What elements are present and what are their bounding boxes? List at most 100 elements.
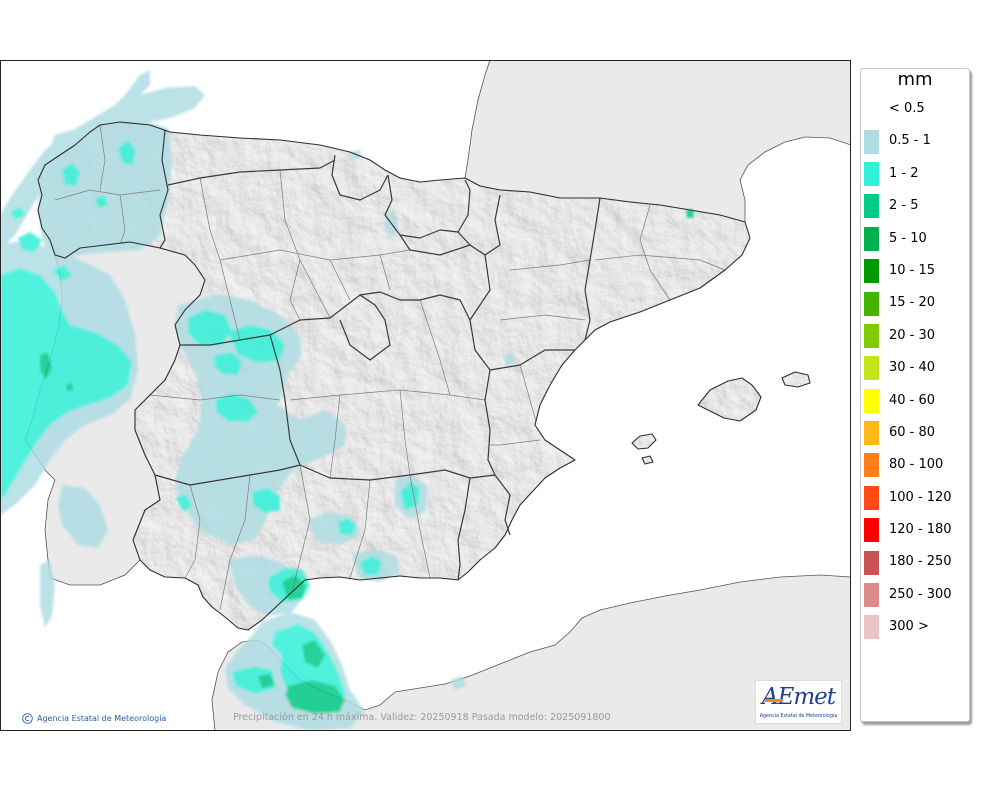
legend-label: 10 - 15: [889, 262, 936, 278]
precip-area: [285, 680, 345, 714]
precipitation-map: [0, 60, 851, 731]
legend-swatch: [864, 194, 879, 219]
legend-swatch: [864, 323, 879, 348]
credit-text: Agencia Estatal de Meteorología: [37, 713, 167, 723]
legend-swatch: [864, 259, 879, 284]
region-borders: [154, 129, 601, 581]
legend-label: 2 - 5: [889, 198, 919, 214]
legend-swatch: [864, 583, 879, 608]
legend-item: 80 - 100: [861, 449, 969, 481]
spain-coastline: [37, 121, 751, 631]
precip-area: [62, 163, 80, 186]
region-border: [584, 197, 601, 341]
legend-label: 20 - 30: [889, 327, 936, 343]
region-border: [331, 154, 389, 201]
legend-swatch: [864, 356, 879, 381]
region-border: [399, 234, 471, 256]
legend-swatch: [864, 421, 879, 446]
precip-area: [176, 494, 192, 512]
legend-label: 100 - 120: [889, 489, 952, 505]
legend-item: 40 - 60: [861, 385, 969, 417]
precip-area: [258, 674, 275, 688]
region-border: [167, 159, 336, 186]
legend-item: 250 - 300: [861, 579, 969, 611]
legend-item: 100 - 120: [861, 482, 969, 514]
region-border: [269, 334, 301, 466]
legend-label: 300 >: [889, 619, 929, 635]
province-border: [289, 299, 486, 479]
legend-swatch: [864, 226, 879, 251]
precip-area: [58, 485, 108, 548]
legend-item: 5 - 10: [861, 223, 969, 255]
legend-label: < 0.5: [889, 101, 925, 116]
balearic-islands: [631, 371, 811, 465]
precip-area: [52, 265, 72, 282]
precip-area: [95, 195, 108, 208]
legend-swatch: [864, 453, 879, 478]
precip-area: [252, 488, 280, 513]
legend-swatch: [864, 388, 879, 413]
legend-item: 0.5 - 1: [861, 125, 969, 157]
legend-swatch: [864, 161, 879, 186]
map-caption: Precipitación en 24 h máxima. Validez: 2…: [233, 712, 611, 723]
legend-swatch: [864, 485, 879, 510]
precip-area: [302, 640, 325, 668]
legend-item: 15 - 20: [861, 287, 969, 319]
precip-area: [66, 383, 73, 391]
precip-area: [350, 150, 362, 160]
aemet-logo: AEmet Agencia Estatal de Meteorología: [755, 680, 842, 724]
precip-area: [40, 352, 52, 380]
legend-label: 40 - 60: [889, 392, 936, 408]
precipitation-layer: [0, 70, 694, 730]
legend-item: 30 - 40: [861, 352, 969, 384]
legend-title: mm: [897, 69, 933, 90]
province-border: [149, 204, 726, 446]
region-border: [384, 174, 471, 239]
legend-swatch: [864, 615, 879, 640]
legend-label: 30 - 40: [889, 360, 936, 376]
region-border: [457, 477, 471, 581]
legend-label: 60 - 80: [889, 424, 936, 440]
legend-swatch: [864, 518, 879, 543]
province-border: [54, 124, 161, 246]
region-border: [154, 464, 301, 486]
legend-swatch: [864, 550, 879, 575]
legend-list: < 0.5 0.5 - 1 1 - 2 2 - 5 5 - 10 10 - 15 15 - …: [861, 93, 969, 644]
province-borders: [54, 124, 726, 611]
precip-area: [188, 310, 232, 346]
logo-accent: [764, 699, 784, 702]
legend-label: 120 - 180: [889, 522, 952, 538]
legend-item: 20 - 30: [861, 320, 969, 352]
precip-area: [215, 393, 258, 422]
province-border: [184, 464, 431, 611]
precip-area: [10, 207, 26, 220]
precip-area: [360, 556, 382, 575]
legend-item: 120 - 180: [861, 514, 969, 546]
precip-area: [0, 268, 132, 500]
legend-label: 5 - 10: [889, 230, 927, 246]
legend-item: 1 - 2: [861, 158, 969, 190]
legend-label: 15 - 20: [889, 295, 936, 311]
region-border: [494, 474, 511, 536]
precip-area: [0, 86, 205, 250]
legend: mm < 0.5 0.5 - 1 1 - 2 2 - 5 5 - 10 10 - 15 15…: [860, 68, 970, 722]
legend-swatch: [864, 129, 879, 154]
legend-label: 1 - 2: [889, 165, 919, 181]
legend-label: 80 - 100: [889, 457, 944, 473]
legend-swatch: [864, 291, 879, 316]
precip-area: [503, 352, 516, 367]
legend-item: < 0.5: [861, 93, 969, 125]
precip-area: [214, 352, 242, 375]
precip-area: [338, 518, 356, 535]
copyright-icon: [22, 712, 33, 724]
legend-label: 0.5 - 1: [889, 133, 931, 149]
legend-label: 180 - 250: [889, 554, 952, 570]
legend-item: 10 - 15: [861, 255, 969, 287]
precip-area: [38, 120, 172, 262]
legend-item: 2 - 5: [861, 190, 969, 222]
legend-item: 180 - 250: [861, 546, 969, 578]
legend-item: 300 >: [861, 611, 969, 643]
region-border: [159, 129, 169, 249]
region-border: [469, 254, 575, 371]
map-border: [0, 60, 851, 731]
